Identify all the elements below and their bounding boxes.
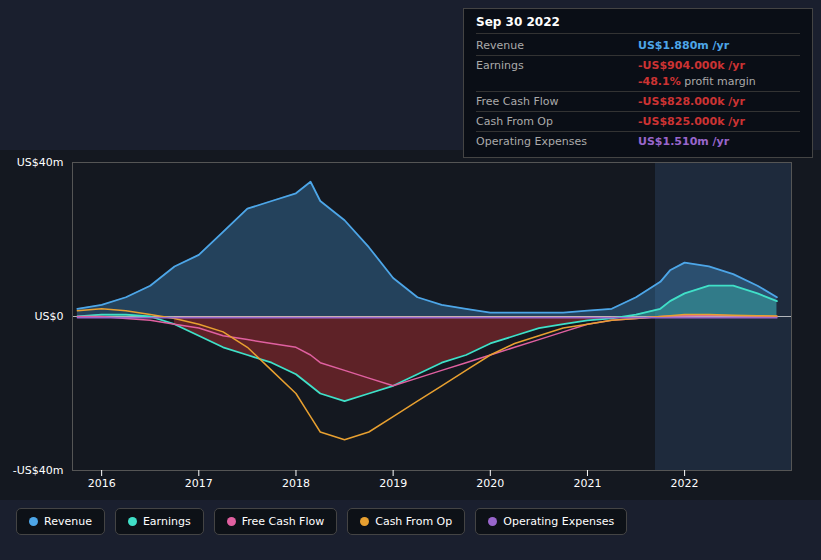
html-text:Revenue: Revenue bbox=[44, 515, 92, 528]
html-text:-US$828.000k /yr: -US$828.000k /yr bbox=[638, 95, 745, 108]
html-text:Sep 30 2022: Sep 30 2022 bbox=[476, 15, 560, 29]
svg-text:2018: 2018 bbox=[282, 477, 310, 490]
html-text:US$1.510m /yr: US$1.510m /yr bbox=[638, 135, 730, 148]
html-text:Free Cash Flow: Free Cash Flow bbox=[476, 95, 559, 108]
svg-text:US$40m: US$40m bbox=[17, 156, 64, 169]
html-text:Earnings: Earnings bbox=[476, 59, 524, 72]
svg-text:2021: 2021 bbox=[573, 477, 601, 490]
html-text:Cash From Op: Cash From Op bbox=[476, 115, 553, 128]
html-text:-US$825.000k /yr: -US$825.000k /yr bbox=[638, 115, 745, 128]
svg-text:2019: 2019 bbox=[379, 477, 407, 490]
svg-text:2020: 2020 bbox=[476, 477, 504, 490]
html-text:Free Cash Flow: Free Cash Flow bbox=[241, 515, 325, 528]
html-text:Revenue: Revenue bbox=[476, 39, 524, 52]
html-text:US$1.880m /yr: US$1.880m /yr bbox=[638, 39, 730, 52]
html-text:Earnings: Earnings bbox=[142, 515, 191, 528]
svg-text:2017: 2017 bbox=[185, 477, 213, 490]
svg-text:2022: 2022 bbox=[671, 477, 699, 490]
html-text:Operating Expenses: Operating Expenses bbox=[503, 515, 615, 528]
svg-text:US$0: US$0 bbox=[34, 310, 63, 323]
html-text:-US$904.000k /yr: -US$904.000k /yr bbox=[638, 59, 745, 72]
html-text:Cash From Op: Cash From Op bbox=[375, 515, 453, 528]
svg-text:-US$40m: -US$40m bbox=[13, 464, 64, 477]
html-text:-48.1% profit margin: -48.1% profit margin bbox=[638, 75, 756, 88]
svg-text:2016: 2016 bbox=[88, 477, 116, 490]
html-text:Operating Expenses: Operating Expenses bbox=[476, 135, 587, 148]
